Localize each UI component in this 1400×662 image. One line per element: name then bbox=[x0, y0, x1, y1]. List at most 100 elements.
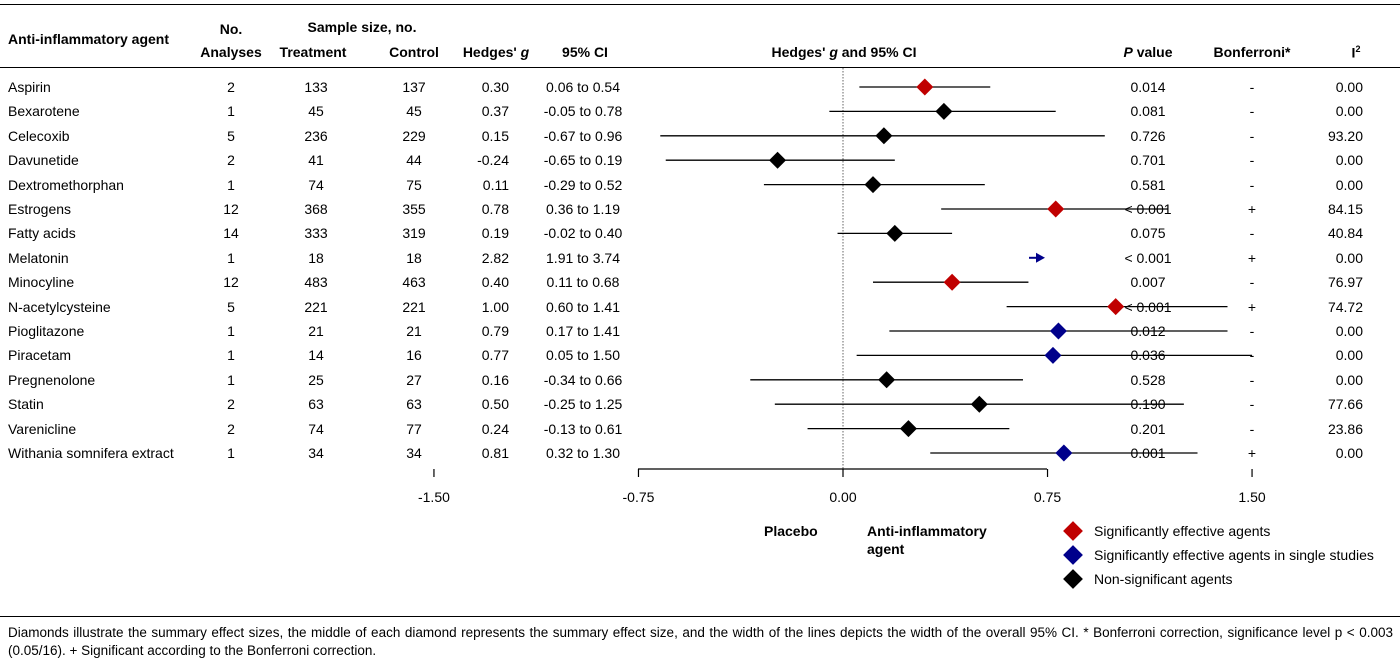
header-hedges-g: Hedges' g bbox=[462, 44, 530, 60]
cell-agent: Pioglitazone bbox=[8, 323, 85, 339]
cell-ci: 0.17 to 1.41 bbox=[546, 323, 620, 339]
cell-agent: Celecoxib bbox=[8, 127, 70, 144]
cell-ci: 0.60 to 1.41 bbox=[546, 298, 620, 315]
cell-ci: 1.91 to 3.74 bbox=[546, 249, 620, 266]
effect-diamond bbox=[1107, 298, 1125, 316]
header-ci: 95% CI bbox=[562, 44, 608, 60]
cell-ci: -0.65 to 0.19 bbox=[543, 152, 623, 169]
off-scale-arrow-icon bbox=[1036, 252, 1045, 263]
x-tick-label: 1.50 bbox=[1238, 489, 1265, 505]
cell-hedges-g: 1.00 bbox=[481, 298, 509, 315]
cell-control: 355 bbox=[402, 201, 426, 217]
cell-hedges-g: -0.24 bbox=[477, 152, 509, 169]
cell-bonferroni: - bbox=[1249, 371, 1255, 388]
legend-label-black: Non-significant agents bbox=[1094, 571, 1233, 587]
cell-ci: 0.36 to 1.19 bbox=[546, 201, 620, 217]
cell-i2: 0.00 bbox=[1335, 371, 1363, 388]
header-rule bbox=[0, 67, 1400, 68]
cell-i2: 0.00 bbox=[1335, 323, 1363, 339]
cell-ci: -0.05 to 0.78 bbox=[543, 103, 623, 120]
cell-i2: 0.00 bbox=[1335, 176, 1363, 193]
cell-bonferroni: - bbox=[1249, 127, 1255, 144]
cell-control: 137 bbox=[402, 79, 426, 95]
effect-diamond bbox=[899, 420, 917, 438]
cell-ci: 0.06 to 0.54 bbox=[546, 79, 620, 95]
cell-hedges-g: 0.37 bbox=[481, 103, 509, 120]
x-tick-label: 0.75 bbox=[1034, 489, 1061, 505]
cell-analyses: 2 bbox=[227, 420, 235, 437]
cell-ci: 0.11 to 0.68 bbox=[546, 274, 620, 291]
cell-ci: -0.25 to 1.25 bbox=[543, 396, 623, 413]
cell-treatment: 34 bbox=[308, 445, 324, 461]
cell-analyses: 12 bbox=[223, 274, 239, 291]
effect-diamond bbox=[943, 273, 961, 291]
cell-p-value: 0.075 bbox=[1130, 225, 1166, 242]
cell-agent: Bexarotene bbox=[8, 103, 80, 120]
cell-i2: 74.72 bbox=[1327, 298, 1363, 315]
cell-bonferroni: - bbox=[1249, 396, 1255, 413]
cell-hedges-g: 0.50 bbox=[481, 396, 509, 413]
effect-diamond bbox=[970, 395, 988, 413]
cell-hedges-g: 0.81 bbox=[481, 445, 509, 461]
legend-label-blue: Significantly effective agents in single… bbox=[1094, 547, 1374, 563]
cell-hedges-g: 0.30 bbox=[481, 79, 509, 95]
cell-analyses: 1 bbox=[227, 445, 235, 461]
cell-i2: 0.00 bbox=[1335, 79, 1363, 95]
cell-agent: Aspirin bbox=[8, 79, 51, 95]
cell-ci: 0.05 to 1.50 bbox=[546, 347, 620, 364]
cell-hedges-g: 0.78 bbox=[481, 201, 509, 217]
cell-p-value: 0.081 bbox=[1130, 103, 1166, 120]
cell-bonferroni: + bbox=[1247, 298, 1257, 315]
cell-hedges-g: 0.40 bbox=[481, 274, 509, 291]
cell-ci: -0.13 to 0.61 bbox=[543, 420, 623, 437]
cell-control: 18 bbox=[406, 249, 422, 266]
cell-i2: 77.66 bbox=[1327, 396, 1363, 413]
legend-label-red: Significantly effective agents bbox=[1094, 523, 1271, 539]
cell-hedges-g: 0.77 bbox=[481, 347, 509, 364]
effect-diamond bbox=[1055, 444, 1073, 462]
cell-treatment: 14 bbox=[308, 347, 324, 364]
legend-swatch-blue bbox=[1063, 545, 1083, 565]
placebo-label: Placebo bbox=[764, 523, 818, 539]
cell-hedges-g: 0.19 bbox=[481, 225, 509, 242]
cell-treatment: 368 bbox=[304, 201, 328, 217]
effect-diamond bbox=[1047, 200, 1065, 218]
cell-control: 463 bbox=[402, 274, 426, 291]
cell-bonferroni: + bbox=[1247, 201, 1257, 217]
cell-ci: -0.34 to 0.66 bbox=[543, 371, 623, 388]
cell-control: 45 bbox=[406, 103, 422, 120]
cell-bonferroni: - bbox=[1249, 103, 1255, 120]
cell-analyses: 1 bbox=[227, 323, 235, 339]
cell-analyses: 1 bbox=[227, 249, 235, 266]
cell-ci: 0.32 to 1.30 bbox=[546, 445, 620, 461]
cell-p-value: 0.201 bbox=[1130, 420, 1166, 437]
cell-treatment: 45 bbox=[308, 103, 324, 120]
cell-treatment: 21 bbox=[308, 323, 324, 339]
cell-treatment: 483 bbox=[304, 274, 328, 291]
cell-analyses: 2 bbox=[227, 396, 235, 413]
agent-side-label-line1: Anti-inflammatory bbox=[867, 523, 987, 539]
cell-control: 77 bbox=[406, 420, 422, 437]
header-agent: Anti-inflammatory agent bbox=[8, 31, 170, 47]
effect-diamond bbox=[1049, 322, 1067, 340]
cell-analyses: 5 bbox=[227, 127, 235, 144]
cell-treatment: 63 bbox=[308, 396, 324, 413]
cell-agent: Pregnenolone bbox=[8, 371, 96, 388]
x-tick-label: -0.75 bbox=[623, 489, 655, 505]
cell-bonferroni: - bbox=[1249, 420, 1255, 437]
header-sample-size: Sample size, no. bbox=[307, 19, 417, 35]
legend-item-red: Significantly effective agents bbox=[1063, 521, 1271, 541]
cell-control: 34 bbox=[406, 445, 422, 461]
footnote-rule bbox=[0, 616, 1400, 617]
cell-i2: 0.00 bbox=[1335, 152, 1363, 169]
effect-diamond bbox=[935, 102, 953, 120]
cell-i2: 76.97 bbox=[1327, 274, 1363, 291]
header-bonferroni: Bonferroni* bbox=[1213, 44, 1291, 60]
cell-treatment: 41 bbox=[308, 152, 324, 169]
cell-analyses: 1 bbox=[227, 103, 235, 120]
cell-analyses: 1 bbox=[227, 371, 235, 388]
top-rule bbox=[0, 4, 1400, 5]
cell-hedges-g: 0.15 bbox=[481, 127, 509, 144]
cell-treatment: 221 bbox=[304, 298, 328, 315]
cell-i2: 0.00 bbox=[1335, 445, 1363, 461]
